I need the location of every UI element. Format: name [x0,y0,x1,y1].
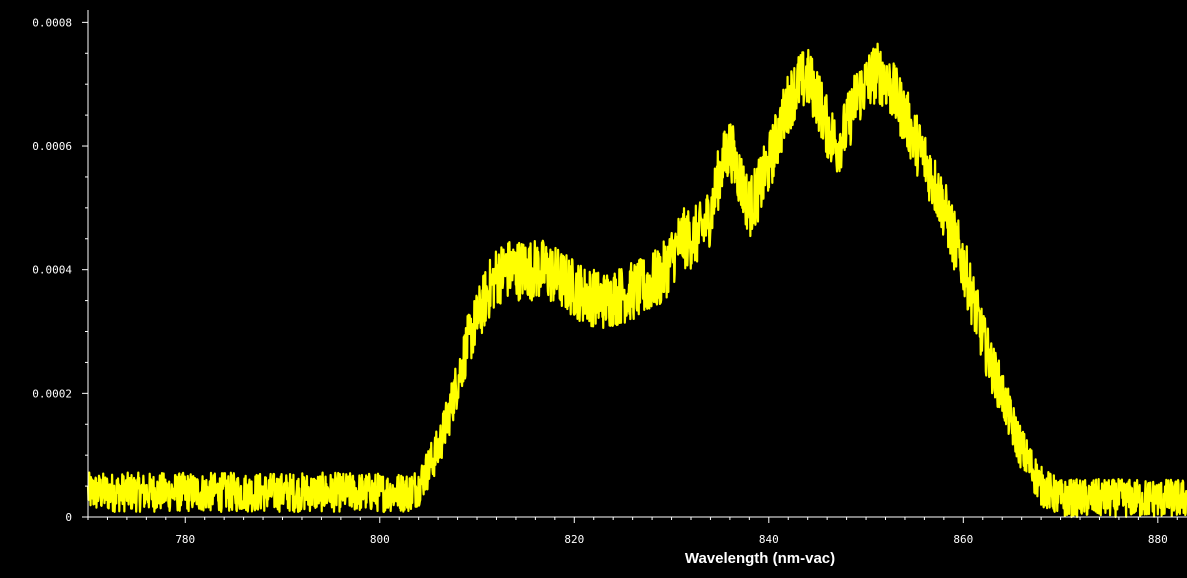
x-tick-label: 780 [175,533,195,546]
y-tick-label: 0.0002 [32,387,72,400]
x-tick-label: 840 [759,533,779,546]
y-tick-label: 0.0006 [32,140,72,153]
x-tick-label: 800 [370,533,390,546]
y-tick-label: 0.0008 [32,16,72,29]
x-axis-title: Wavelength (nm-vac) [685,550,835,567]
x-tick-label: 880 [1148,533,1168,546]
y-tick-label: 0 [65,511,72,524]
y-tick-label: 0.0004 [32,264,72,277]
tick-layer [82,21,1178,523]
x-tick-label: 860 [953,533,973,546]
x-tick-label: 820 [564,533,584,546]
label-layer: 0 0.0002 0.0004 0.0006 0.0008 780 800 820 840 860… [32,16,1168,546]
series-layer [86,42,1187,519]
series-line [86,42,1187,519]
